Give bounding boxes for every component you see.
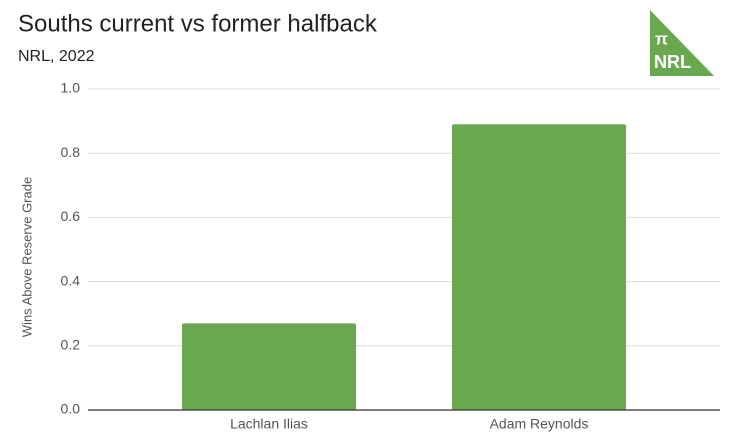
logo: π NRL — [650, 10, 714, 76]
x-tick-label: Lachlan Ilias — [230, 416, 308, 432]
y-tick-label: 0.2 — [61, 337, 81, 353]
logo-text: NRL — [654, 52, 691, 72]
y-tick-label: 1.0 — [61, 80, 81, 96]
bar — [452, 124, 626, 410]
x-tick-label: Adam Reynolds — [490, 416, 589, 432]
logo-shape — [650, 10, 714, 76]
y-tick-label: 0.0 — [61, 401, 81, 417]
y-tick-label: 0.4 — [61, 272, 81, 288]
y-tick-label: 0.6 — [61, 208, 81, 224]
chart-subtitle: NRL, 2022 — [18, 48, 95, 65]
logo-symbol: π — [655, 29, 668, 48]
bar — [182, 323, 356, 410]
y-tick-label: 0.8 — [61, 144, 81, 160]
y-axis-label: Wins Above Reserve Grade — [19, 177, 34, 337]
chart-title: Souths current vs former halfback — [18, 10, 378, 37]
